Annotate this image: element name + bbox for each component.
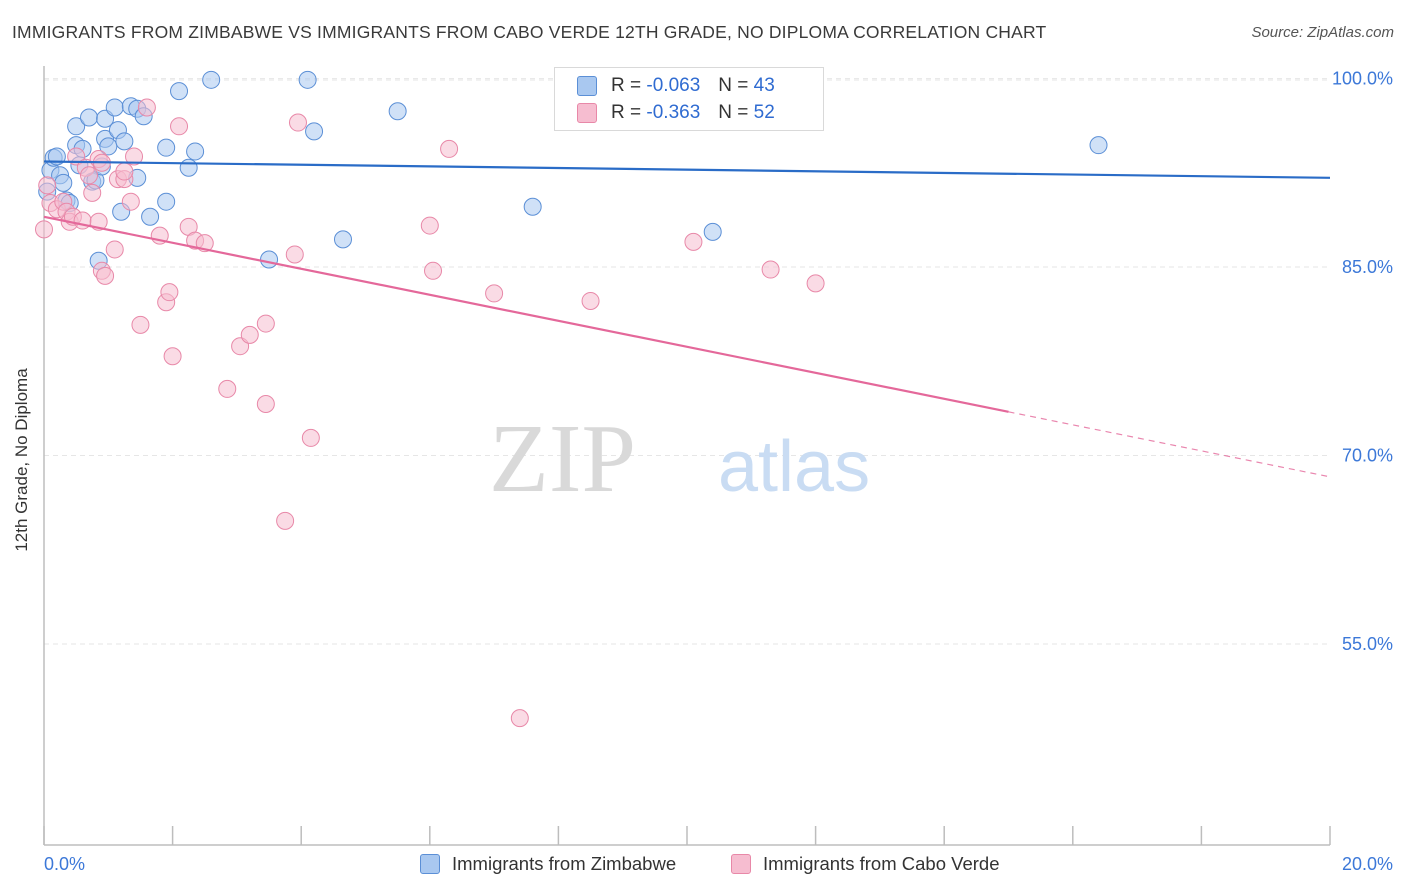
- data-points: [35, 70, 1108, 728]
- cabo-verde-point: [125, 147, 144, 166]
- zimbabwe-point: [333, 230, 352, 249]
- zimbabwe-point: [80, 108, 99, 127]
- watermark: ZIP atlas: [489, 405, 870, 513]
- zimbabwe-point: [186, 142, 205, 161]
- cabo-verde-point: [510, 709, 529, 728]
- cabo-verde-point: [581, 291, 600, 310]
- legend-swatch-blue: [577, 76, 597, 96]
- trend-lines: [43, 160, 1331, 478]
- chart-title: IMMIGRANTS FROM ZIMBABWE VS IMMIGRANTS F…: [12, 22, 1047, 42]
- watermark-zip: ZIP: [489, 405, 636, 513]
- legend-n-value: 52: [753, 102, 775, 123]
- legend-r-value: -0.363: [646, 102, 701, 123]
- cabo-verde-point: [684, 232, 703, 251]
- legend-n-label: N =: [718, 102, 749, 123]
- bottom-legend-label: Immigrants from Cabo Verde: [763, 853, 1000, 874]
- cabo-verde-point: [440, 139, 459, 158]
- zimbabwe-point: [141, 207, 160, 226]
- cabo-verde-point: [105, 240, 124, 259]
- correlation-legend: R = -0.063 N = 43 R = -0.363 N = 52: [554, 67, 824, 131]
- zimbabwe-point: [202, 70, 221, 89]
- cabo-verde-point: [137, 98, 156, 117]
- y-tick-label: 85.0%: [1342, 257, 1393, 277]
- cabo-verde-point: [301, 428, 320, 447]
- cabo-verde-point: [288, 113, 307, 132]
- cabo-verde-point: [160, 283, 179, 302]
- legend-r-label: R =: [611, 75, 642, 96]
- cabo-verde-point: [80, 166, 99, 185]
- zimbabwe-point: [157, 138, 176, 157]
- cabo-verde-trend-line: [43, 215, 1009, 413]
- cabo-verde-point: [761, 260, 780, 279]
- cabo-verde-point: [285, 245, 304, 264]
- cabo-verde-point: [218, 379, 237, 398]
- cabo-verde-point: [170, 117, 189, 136]
- cabo-verde-point: [420, 216, 439, 235]
- cabo-verde-point: [276, 511, 295, 530]
- y-tick-label: 100.0%: [1332, 69, 1393, 89]
- zimbabwe-point: [170, 82, 189, 101]
- zimbabwe-point: [388, 102, 407, 121]
- y-tick-label: 55.0%: [1342, 634, 1393, 654]
- cabo-verde-point: [806, 274, 825, 293]
- zimbabwe-point: [179, 158, 198, 177]
- cabo-verde-point: [131, 315, 150, 334]
- zimbabwe-trend-line: [43, 160, 1331, 179]
- zimbabwe-point: [157, 192, 176, 211]
- zimbabwe-point: [67, 117, 86, 136]
- cabo-verde-point: [485, 284, 504, 303]
- bottom-legend-zimbabwe: Immigrants from Zimbabwe: [420, 852, 676, 876]
- tick-labels: 55.0% 70.0% 85.0% 100.0% 0.0% 20.0%: [44, 69, 1393, 874]
- zimbabwe-point: [523, 197, 542, 216]
- cabo-verde-point: [96, 266, 115, 285]
- legend-swatch-pink: [577, 103, 597, 123]
- cabo-verde-point: [35, 220, 53, 239]
- zimbabwe-point: [99, 137, 118, 156]
- zimbabwe-point: [54, 173, 73, 192]
- bottom-legend-label: Immigrants from Zimbabwe: [452, 853, 677, 874]
- x-tick-label: 0.0%: [44, 854, 85, 874]
- watermark-atlas: atlas: [718, 427, 870, 507]
- legend-row-zimbabwe: R = -0.063 N = 43: [555, 73, 775, 99]
- cabo-verde-point: [38, 176, 57, 195]
- bottom-legend-cabo-verde: Immigrants from Cabo Verde: [731, 852, 999, 876]
- cabo-verde-point: [163, 347, 182, 366]
- x-tick-label: 20.0%: [1342, 854, 1393, 874]
- legend-n-label: N =: [718, 75, 749, 96]
- bottom-legend-swatch-blue: [420, 854, 440, 874]
- cabo-verde-point: [424, 261, 443, 280]
- zimbabwe-point: [115, 132, 134, 151]
- y-axis-label: 12th Grade, No Diploma: [12, 368, 31, 552]
- cabo-verde-point: [121, 192, 140, 211]
- legend-n-value: 43: [753, 75, 775, 96]
- source-note: Source: ZipAtlas.com: [1251, 24, 1394, 41]
- zimbabwe-point: [105, 98, 124, 117]
- cabo-verde-point: [115, 162, 134, 181]
- zimbabwe-point: [305, 122, 324, 141]
- zimbabwe-point: [298, 70, 317, 89]
- bottom-legend-swatch-pink: [731, 854, 751, 874]
- zimbabwe-point: [1089, 136, 1108, 155]
- legend-r-label: R =: [611, 102, 642, 123]
- cabo-verde-trend-extension: [1008, 411, 1331, 478]
- zimbabwe-point: [703, 222, 722, 241]
- cabo-verde-point: [240, 325, 259, 344]
- y-tick-label: 70.0%: [1342, 446, 1393, 466]
- zimbabwe-point: [260, 250, 279, 269]
- legend-r-value: -0.063: [646, 75, 701, 96]
- cabo-verde-point: [83, 183, 102, 202]
- cabo-verde-point: [256, 394, 275, 413]
- cabo-verde-point: [256, 314, 275, 333]
- legend-row-cabo-verde: R = -0.363 N = 52: [555, 100, 775, 126]
